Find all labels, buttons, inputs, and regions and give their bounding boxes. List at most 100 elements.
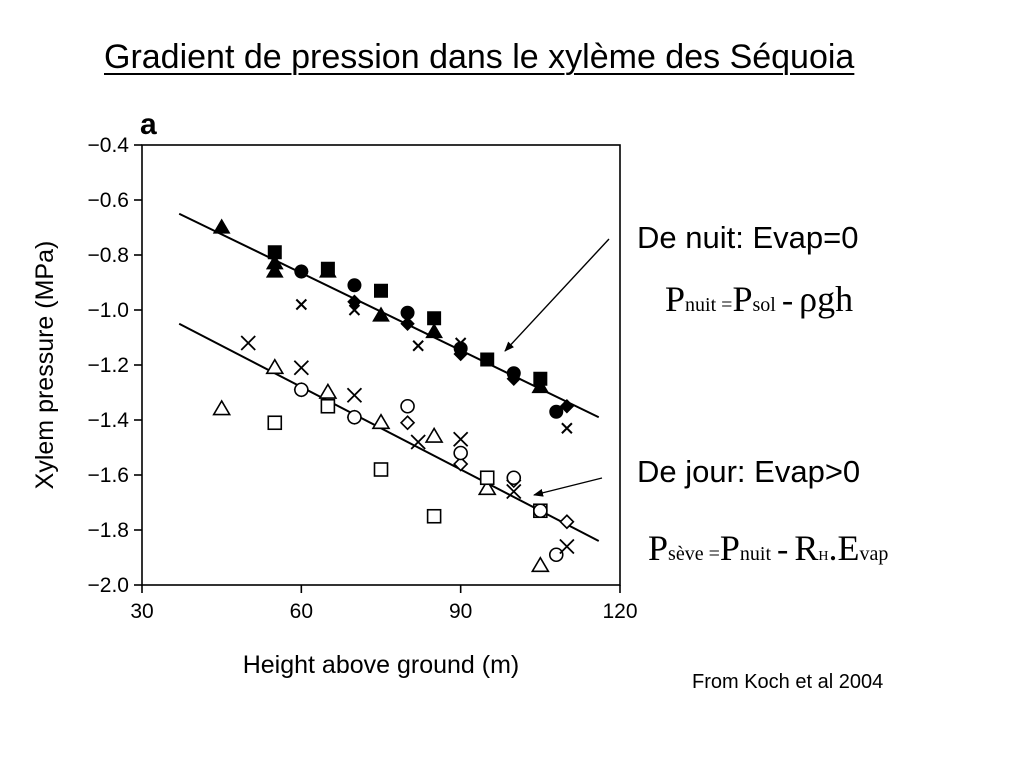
day-formula-e: E (837, 528, 860, 568)
circle-open-point (400, 398, 415, 414)
triangle-open-point (530, 556, 550, 573)
day-trendline (178, 322, 600, 542)
square-filled-point (480, 352, 495, 367)
night-trendline (178, 212, 600, 419)
circle-filled-point (506, 366, 521, 381)
circle-open-point (533, 503, 548, 519)
circle-open-point (294, 382, 309, 398)
x-large-point (293, 360, 309, 376)
square-open-point (320, 398, 336, 414)
x-small-point (348, 304, 361, 316)
source-citation: From Koch et al 2004 (692, 671, 884, 693)
y-tick-label: −2.0 (88, 574, 129, 597)
panel-label: a (140, 108, 157, 141)
day-formula-p1-sub: sève = (668, 543, 720, 565)
night-formula-minus: - (781, 282, 794, 319)
day-formula-r-sub: H (818, 549, 829, 564)
xylem-pressure-chart: a −0.4 −0.6 −0.8 −1.0 −1.2 −1.4 −1.6 −1.8 −2.030… (20, 98, 652, 688)
triangle-filled-point (265, 254, 284, 270)
day-formula-dot: . (828, 528, 838, 568)
day-formula-e-sub: vap (859, 543, 889, 565)
circle-filled-point (294, 264, 309, 279)
y-tick-label: −1.4 (88, 409, 130, 432)
y-tick-label: −1.6 (88, 464, 129, 487)
x-axis-label: Height above ground (m) (243, 651, 520, 679)
day-arrow (533, 477, 603, 497)
trendlines (178, 212, 600, 542)
x-tick-label: 90 (449, 600, 472, 623)
triangle-filled-point (265, 262, 284, 278)
circle-open-point (548, 547, 564, 563)
triangle-filled-point (531, 378, 550, 394)
axis-ticks: −0.4 −0.6 −0.8 −1.0 −1.2 −1.4 −1.6 −1.8 −2.030 60… (88, 134, 638, 623)
diamond-filled-point (347, 294, 362, 309)
x-large-point (410, 434, 426, 450)
diamond-open-point (399, 415, 416, 431)
night-formula-rho-g-h: ρgh (799, 279, 854, 319)
y-tick-label: −0.6 (88, 189, 129, 212)
diamond-open-point (559, 514, 575, 530)
y-tick-label: −1.2 (88, 354, 129, 377)
triangle-filled-point (212, 218, 231, 234)
triangle-open-point (318, 382, 338, 399)
square-open-point (267, 415, 283, 431)
day-formula-p2-sub: nuit (739, 543, 772, 565)
y-tick-label: −0.4 (88, 134, 130, 157)
circle-open-point (347, 409, 362, 425)
triangle-filled-point (372, 306, 390, 322)
day-formula-p2: P (719, 528, 740, 568)
x-large-point (346, 387, 363, 403)
x-large-point (453, 431, 469, 447)
square-open-point (479, 470, 495, 486)
night-formula-p2-sub: sol (752, 294, 776, 316)
night-formula-p1: P (665, 279, 686, 319)
x-large-point (506, 483, 522, 500)
square-filled-point (427, 311, 442, 326)
circle-filled-point (400, 305, 415, 320)
x-large-point (240, 335, 256, 351)
day-formula-r: R (794, 528, 819, 568)
y-tick-label: −1.0 (88, 299, 129, 322)
square-filled-point (533, 371, 548, 386)
day-formula-p1: P (648, 528, 669, 568)
night-arrow (504, 238, 610, 352)
x-tick-label: 120 (602, 600, 637, 623)
triangle-open-point (424, 426, 444, 443)
triangle-open-point (265, 358, 285, 375)
circle-filled-point (549, 404, 564, 419)
x-small-point (454, 337, 467, 349)
diamond-filled-point (400, 316, 415, 331)
day-formula-minus: - (777, 531, 789, 568)
y-tick-label: −0.8 (88, 244, 129, 267)
diamond-filled-point (559, 399, 575, 414)
x-small-point (412, 340, 424, 352)
square-filled-point (320, 261, 335, 276)
night-formula-p2: P (732, 279, 753, 319)
chart-panel: a −0.4 −0.6 −0.8 −1.0 −1.2 −1.4 −1.6 −1.8 −2.0 30… (20, 98, 652, 688)
triangle-open-point (212, 399, 232, 416)
day-formula: Psève =Pnuit - RH.Evap (648, 527, 888, 569)
x-small-point (295, 298, 308, 311)
square-filled-point (267, 245, 282, 260)
circle-open-point (453, 445, 468, 461)
x-tick-label: 60 (290, 600, 313, 623)
night-formula: Pnuit =Psol - ρgh (665, 278, 853, 320)
circle-open-point (506, 470, 522, 486)
square-filled-point (374, 283, 388, 298)
circle-filled-point (347, 278, 362, 293)
diamond-open-point (453, 456, 469, 472)
page-title: Gradient de pression dans le xylème des … (104, 38, 855, 76)
x-tick-label: 30 (130, 600, 153, 623)
x-large-point (559, 538, 575, 555)
x-small-point (561, 422, 573, 434)
square-open-point (373, 462, 389, 477)
triangle-open-point (371, 413, 391, 430)
day-heading: De jour: Evap>0 (637, 454, 861, 489)
triangle-open-point (477, 479, 497, 496)
square-open-point (426, 508, 442, 524)
y-tick-label: −1.8 (88, 519, 129, 542)
night-formula-p1-sub: nuit = (685, 294, 733, 316)
y-axis-label: Xylem pressure (MPa) (31, 241, 59, 490)
night-heading: De nuit: Evap=0 (637, 220, 859, 255)
